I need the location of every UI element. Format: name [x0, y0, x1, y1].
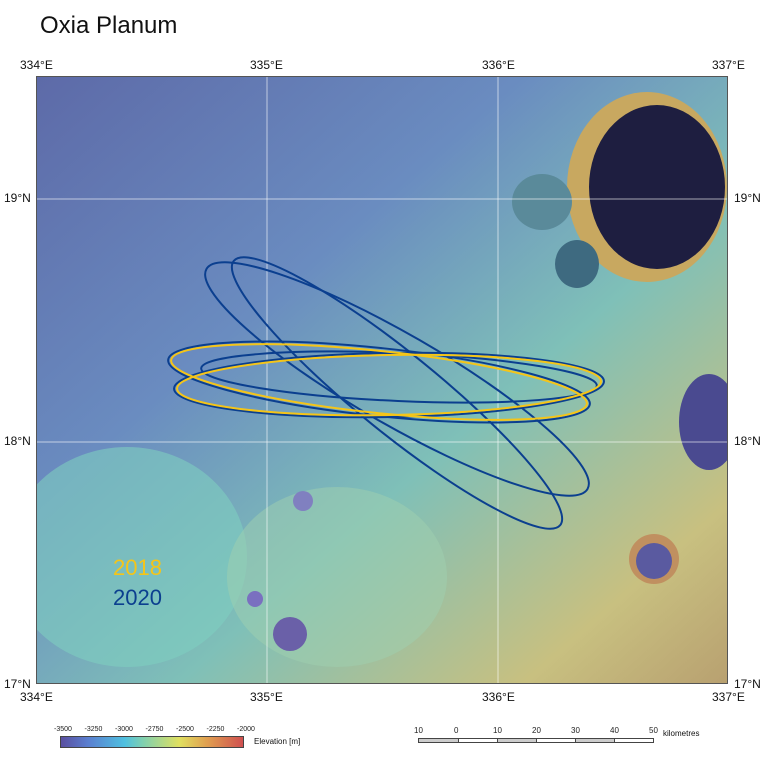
landing-ellipse-2020 [173, 351, 605, 419]
elevation-map[interactable]: 2018 2020 [36, 76, 728, 684]
lat-label-right: 18°N [734, 434, 761, 448]
landing-ellipse-2020 [230, 256, 564, 530]
crater [679, 374, 727, 470]
elevation-label: Elevation [m] [254, 737, 301, 746]
crater [512, 174, 572, 230]
landing-ellipse-2018 [176, 353, 602, 417]
lat-label-left: 18°N [4, 434, 31, 448]
scale-segment [418, 738, 459, 743]
elevation-colorbar [60, 736, 244, 748]
lat-label-left: 19°N [4, 191, 31, 205]
landing-ellipse-2018 [170, 343, 588, 421]
crater [293, 491, 313, 511]
lon-label-top: 337°E [712, 58, 745, 72]
colorbar-tick: -2250 [206, 726, 225, 733]
lat-label-right: 19°N [734, 191, 761, 205]
crater [273, 617, 307, 651]
scale-tick: 40 [610, 726, 619, 735]
scale-segment [458, 738, 498, 743]
scale-segment [614, 738, 654, 743]
colorbar-tick: -2000 [237, 726, 255, 733]
scale-tick: 30 [571, 726, 580, 735]
lon-label-top: 334°E [20, 58, 53, 72]
legend-2020: 2020 [113, 585, 162, 610]
scale-tick: 0 [454, 726, 459, 735]
crater [636, 543, 672, 579]
crater [589, 105, 725, 269]
lat-label-left: 17°N [4, 677, 31, 691]
colorbar-tick: -3000 [115, 726, 133, 733]
scale-tick: 10 [493, 726, 502, 735]
lon-label-bottom: 334°E [20, 690, 53, 704]
scale-tick: 20 [532, 726, 541, 735]
landing-ellipse-2020 [204, 261, 590, 497]
scale-segment [575, 738, 615, 743]
map-svg [37, 77, 727, 683]
scale-tick: 10 [414, 726, 423, 735]
map-title: Oxia Planum [40, 12, 178, 39]
scale-segment [536, 738, 576, 743]
lon-label-bottom: 336°E [482, 690, 515, 704]
terrain-lowland [37, 447, 247, 667]
landing-ellipses [167, 256, 605, 530]
scale-unit: kilometres [663, 729, 700, 738]
lon-label-top: 335°E [250, 58, 283, 72]
colorbar-tick: -2750 [145, 726, 164, 733]
colorbar-tick: -2500 [176, 726, 194, 733]
colorbar-tick: -3500 [54, 726, 72, 733]
crater [247, 591, 263, 607]
lon-label-bottom: 335°E [250, 690, 283, 704]
colorbar-tick: -3250 [84, 726, 103, 733]
scale-segment [497, 738, 537, 743]
legend-2018: 2018 [113, 555, 162, 580]
lat-label-right: 17°N [734, 677, 761, 691]
crater [555, 240, 599, 288]
terrain-plain [227, 487, 447, 667]
lon-label-bottom: 337°E [712, 690, 745, 704]
scale-tick: 50 [649, 726, 658, 735]
lon-label-top: 336°E [482, 58, 515, 72]
